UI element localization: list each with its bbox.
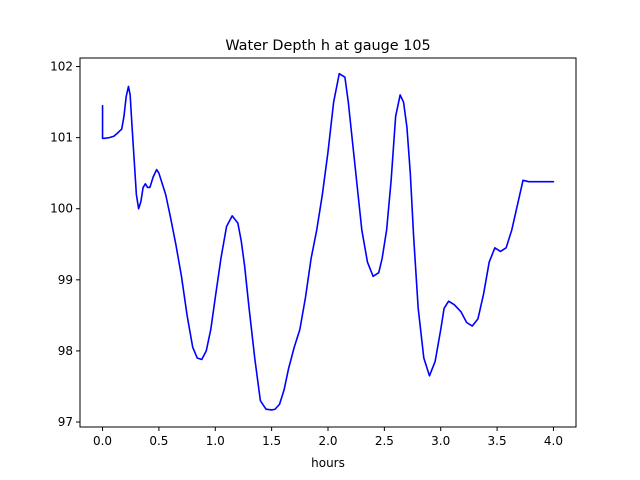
axes-frame	[79, 57, 577, 428]
x-tick-label: 0.0	[93, 434, 112, 448]
x-tick-label: 3.0	[431, 434, 450, 448]
y-tick-label: 98	[58, 344, 73, 358]
x-tick-label: 1.5	[262, 434, 281, 448]
y-tick-label: 100	[50, 202, 73, 216]
x-axis-label: hours	[311, 456, 345, 470]
y-tick-label: 97	[58, 415, 73, 429]
x-tick-label: 1.0	[206, 434, 225, 448]
x-tick-label: 2.0	[318, 434, 337, 448]
x-tick-label: 2.5	[375, 434, 394, 448]
x-tick-label: 3.5	[488, 434, 507, 448]
y-tick-label: 99	[58, 273, 73, 287]
x-tick-label: 4.0	[544, 434, 563, 448]
y-tick-label: 101	[50, 131, 73, 145]
chart-title: Water Depth h at gauge 105	[225, 38, 430, 54]
y-tick-label: 102	[50, 60, 73, 74]
x-tick-label: 0.5	[149, 434, 168, 448]
y-axis: 97 98 99 100 101 102	[50, 60, 80, 429]
x-axis: 0.0 0.5 1.0 1.5 2.0 2.5 3.0 3.5 4.0	[93, 427, 563, 448]
plot-area	[101, 72, 555, 411]
series-line-0	[101, 72, 555, 411]
